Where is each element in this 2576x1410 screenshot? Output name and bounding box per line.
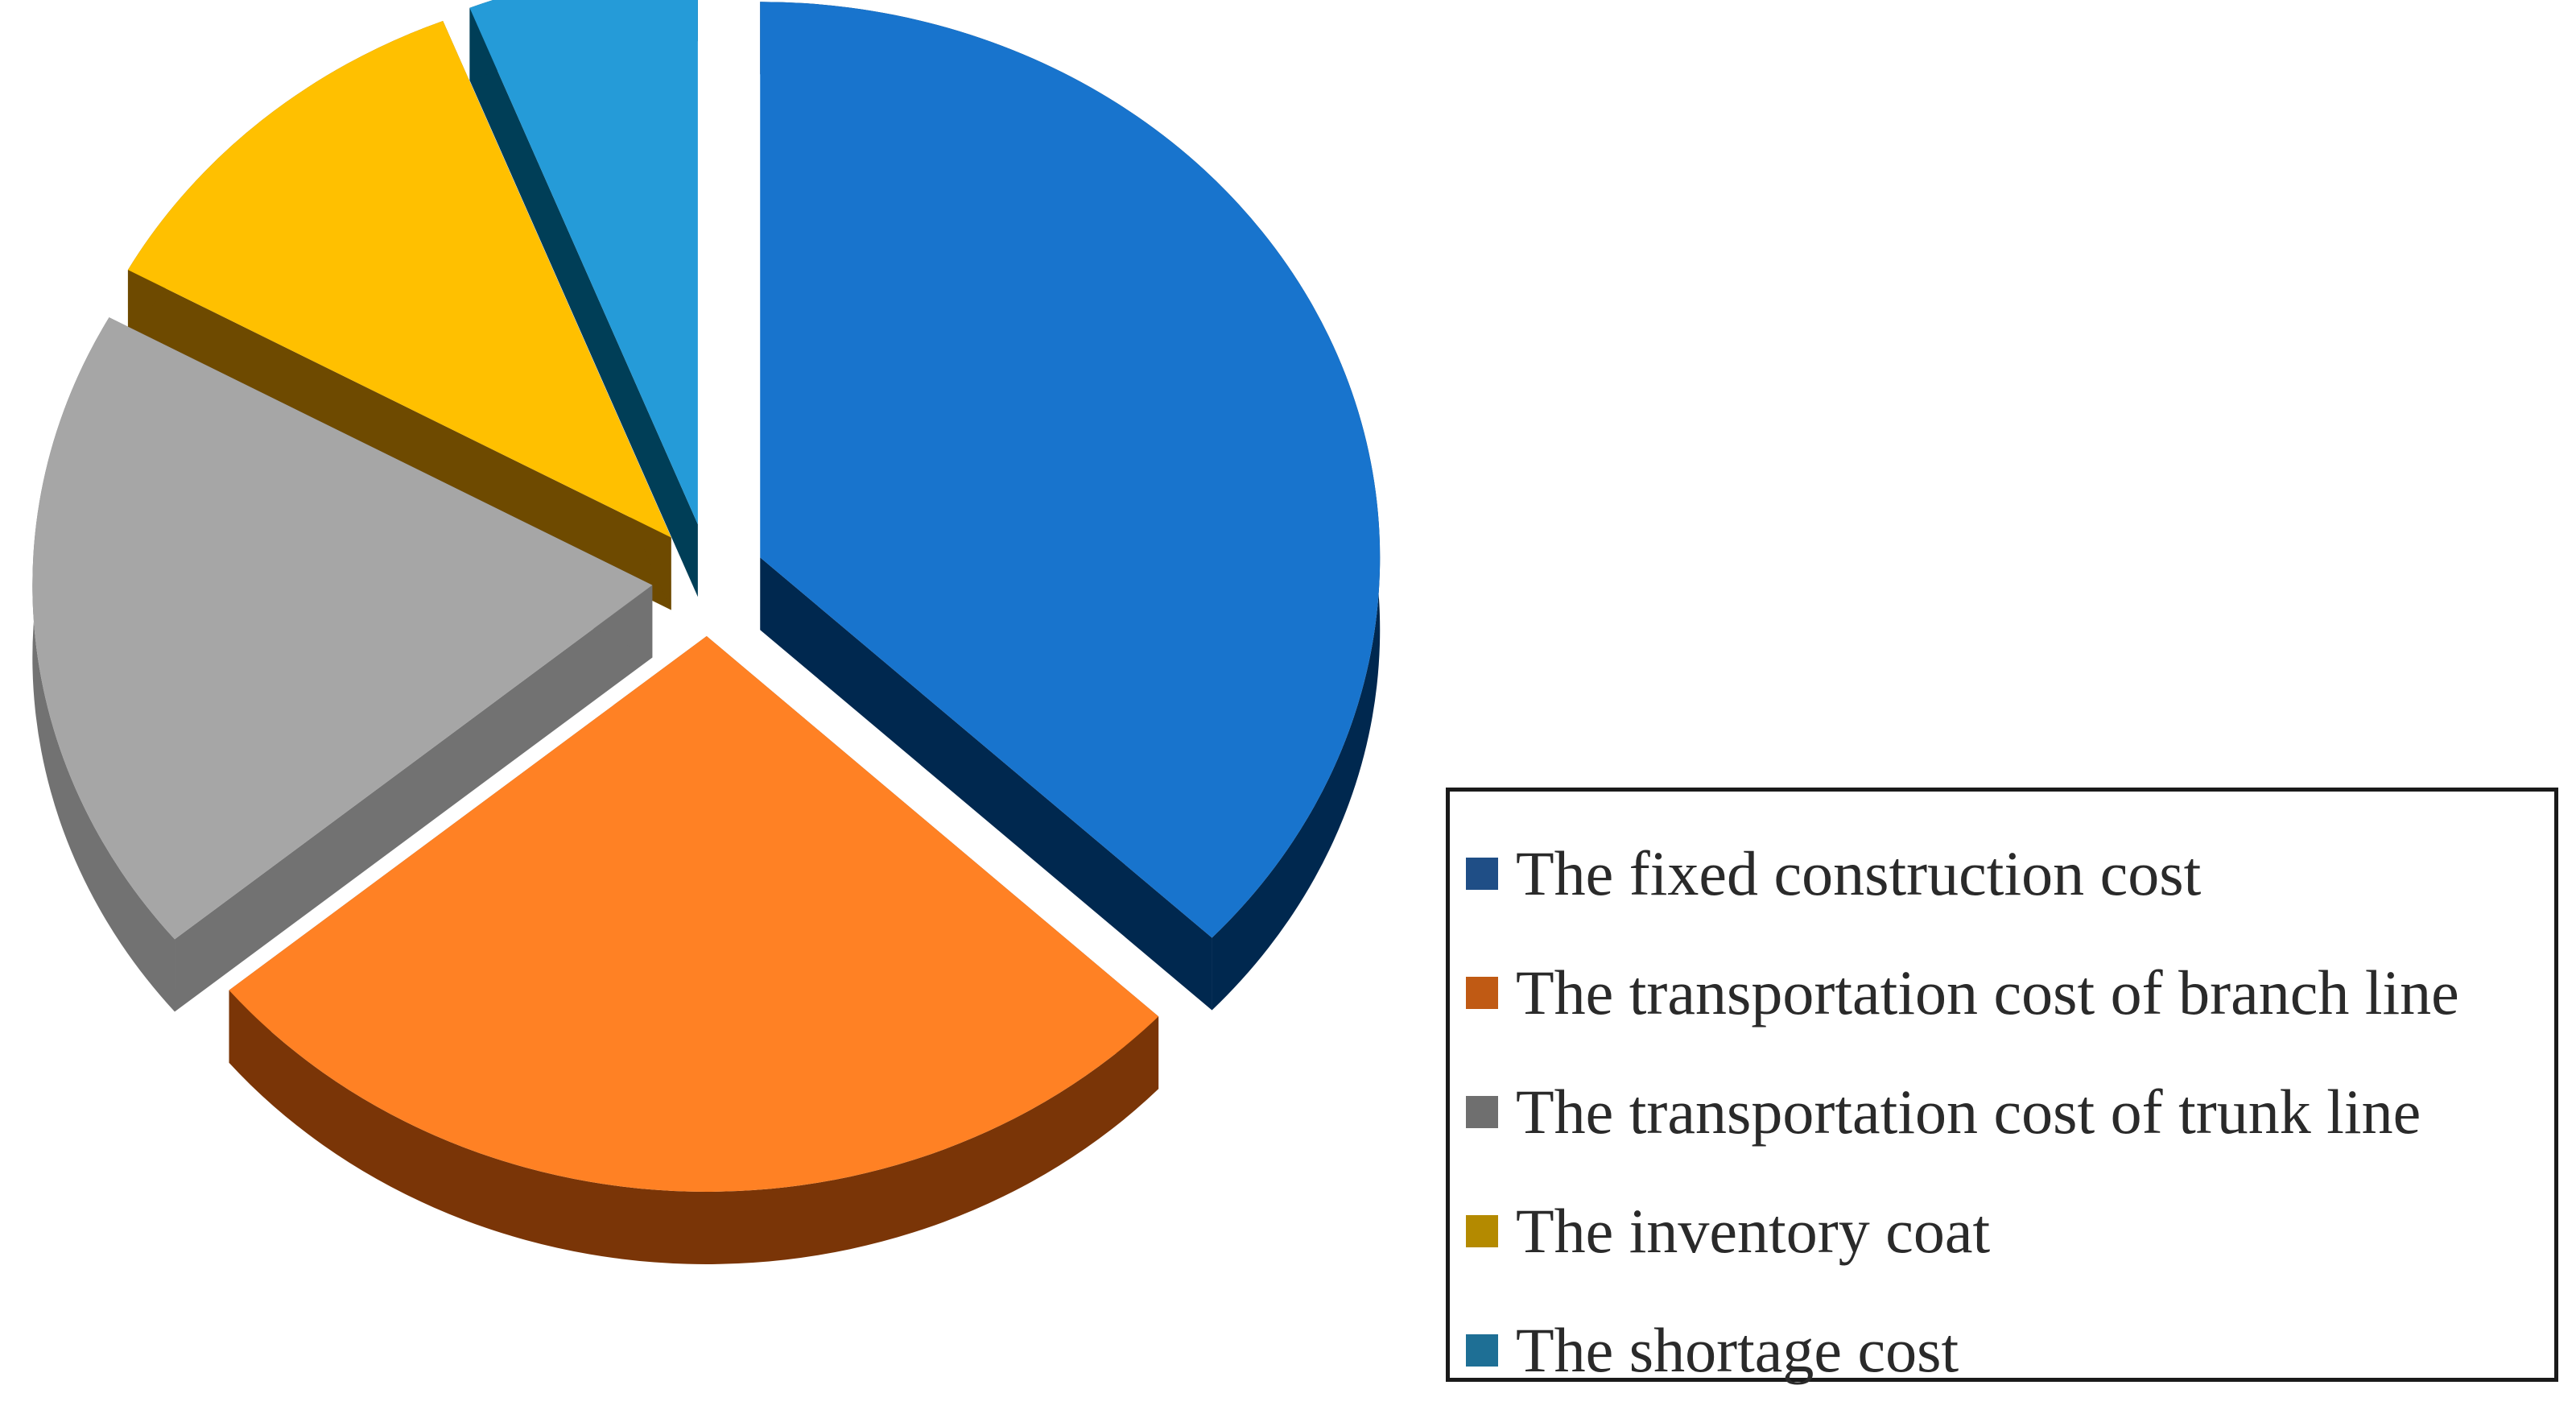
pie-slices — [32, 0, 1381, 1264]
pie-slice-4 — [469, 0, 698, 597]
legend-swatch — [1466, 858, 1498, 890]
legend-label: The transportation cost of trunk line — [1516, 1077, 2421, 1147]
legend-swatch — [1466, 1096, 1498, 1128]
legend-item-inventory: The inventory coat — [1466, 1172, 2554, 1291]
pie-slice-0 — [760, 2, 1381, 1011]
legend-label: The transportation cost of branch line — [1516, 957, 2459, 1028]
legend-label: The shortage cost — [1516, 1315, 1959, 1385]
pie-slice-wall — [760, 557, 1212, 1011]
pie-slice-top — [760, 2, 1381, 938]
pie-slice-wall — [175, 585, 653, 1012]
pie-slice-3 — [127, 20, 671, 610]
legend-swatch — [1466, 1215, 1498, 1247]
pie-slice-1 — [229, 635, 1159, 1264]
pie-slice-wall — [127, 270, 671, 610]
pie-slice-top — [229, 635, 1159, 1192]
legend-item-branch-transport: The transportation cost of branch line — [1466, 933, 2554, 1052]
legend-label: The inventory coat — [1516, 1196, 1991, 1266]
pie-slice-edge — [229, 990, 1159, 1264]
legend-item-fixed-construction: The fixed construction cost — [1466, 814, 2554, 933]
legend-label: The fixed construction cost — [1516, 838, 2202, 908]
legend-swatch — [1466, 1334, 1498, 1367]
pie-slice-top — [32, 317, 653, 940]
legend-item-trunk-transport: The transportation cost of trunk line — [1466, 1052, 2554, 1172]
legend-swatch — [1466, 977, 1498, 1009]
pie-slice-top — [127, 20, 671, 538]
legend-item-shortage: The shortage cost — [1466, 1291, 2554, 1410]
pie-slice-top — [469, 0, 698, 525]
pie-slice-2 — [32, 317, 653, 1012]
pie-slice-edge — [32, 317, 175, 1012]
chart-legend: The fixed construction cost The transpor… — [1446, 788, 2558, 1385]
pie-slice-wall — [469, 7, 698, 597]
